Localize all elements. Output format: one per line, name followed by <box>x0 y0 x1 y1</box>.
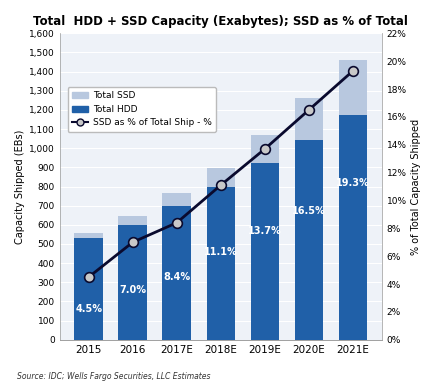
Text: 11.1%: 11.1% <box>204 247 238 257</box>
Text: Source: IDC; Wells Fargo Securities, LLC Estimates: Source: IDC; Wells Fargo Securities, LLC… <box>17 372 211 381</box>
Bar <box>295 139 323 340</box>
Bar <box>75 238 103 340</box>
Bar <box>119 216 147 225</box>
Bar <box>339 60 367 115</box>
Bar <box>251 163 279 340</box>
Text: 16.5%: 16.5% <box>292 207 326 216</box>
Y-axis label: Capacity Shipped (EBs): Capacity Shipped (EBs) <box>15 129 25 244</box>
Bar <box>119 225 147 340</box>
SSD as % of Total Ship - % <box>350 69 355 73</box>
Bar <box>295 98 323 139</box>
SSD as % of Total Ship - % <box>130 240 135 245</box>
SSD as % of Total Ship - % <box>174 221 179 225</box>
Text: 4.5%: 4.5% <box>75 304 102 314</box>
SSD as % of Total Ship - % <box>86 275 92 279</box>
Line: SSD as % of Total Ship - %: SSD as % of Total Ship - % <box>84 66 358 282</box>
Text: 8.4%: 8.4% <box>163 272 191 282</box>
SSD as % of Total Ship - % <box>218 183 223 187</box>
Bar <box>339 115 367 340</box>
Legend: Total SSD, Total HDD, SSD as % of Total Ship - %: Total SSD, Total HDD, SSD as % of Total … <box>68 87 216 132</box>
Text: 19.3%: 19.3% <box>336 178 370 188</box>
Y-axis label: % of Total Capacity Shipped: % of Total Capacity Shipped <box>411 118 421 255</box>
Bar <box>75 233 103 238</box>
Text: 7.0%: 7.0% <box>119 285 146 295</box>
Text: 13.7%: 13.7% <box>248 226 282 235</box>
Bar <box>207 168 235 187</box>
SSD as % of Total Ship - % <box>262 147 267 151</box>
Bar <box>163 193 191 206</box>
Bar <box>207 187 235 340</box>
Title: Total  HDD + SSD Capacity (Exabytes); SSD as % of Total: Total HDD + SSD Capacity (Exabytes); SSD… <box>34 15 408 28</box>
Bar <box>251 135 279 163</box>
Bar <box>163 206 191 340</box>
SSD as % of Total Ship - % <box>306 108 311 112</box>
